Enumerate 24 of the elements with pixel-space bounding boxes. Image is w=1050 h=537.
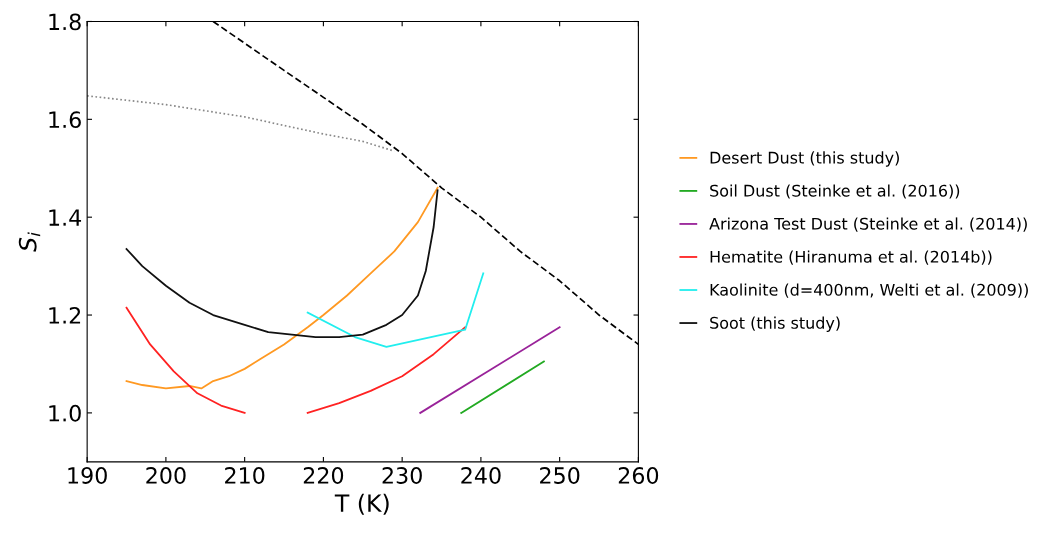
legend-label: Arizona Test Dust (Steinke et al. (2014)): [709, 217, 1027, 232]
legend-label: Kaolinite (d=400nm, Welti et al. (2009)): [710, 283, 1028, 298]
y-axis-title: S$_{i}$: [18, 232, 41, 252]
x-tick-label: 210: [225, 467, 265, 484]
y-tick-label: 1.8: [49, 13, 81, 31]
x-tick-label: 240: [461, 467, 501, 484]
legend-label: Soil Dust (Steinke et al. (2016)): [710, 184, 960, 199]
y-tick-label: 1.2: [49, 306, 81, 324]
legend-label: Hematite (Hiranuma et al. (2014b)): [710, 250, 992, 265]
legend-label: Soot (this study): [710, 316, 840, 332]
x-axis-title: T (K): [334, 493, 389, 515]
x-tick-label: 250: [540, 467, 580, 484]
x-tick-label: 200: [146, 467, 186, 484]
x-tick-label: 230: [382, 467, 422, 484]
x-tick-label: 220: [303, 467, 344, 484]
y-tick-label: 1.0: [49, 404, 81, 422]
legend-label: Desert Dust (this study): [710, 151, 899, 167]
line-series: [306, 272, 485, 348]
line-series: [125, 186, 439, 390]
y-tick-label: 1.6: [49, 111, 81, 129]
x-tick-label: 260: [618, 467, 659, 484]
line-series: [125, 189, 439, 338]
y-tick-label: 1.4: [49, 209, 82, 226]
x-tick-label: 190: [68, 467, 107, 484]
